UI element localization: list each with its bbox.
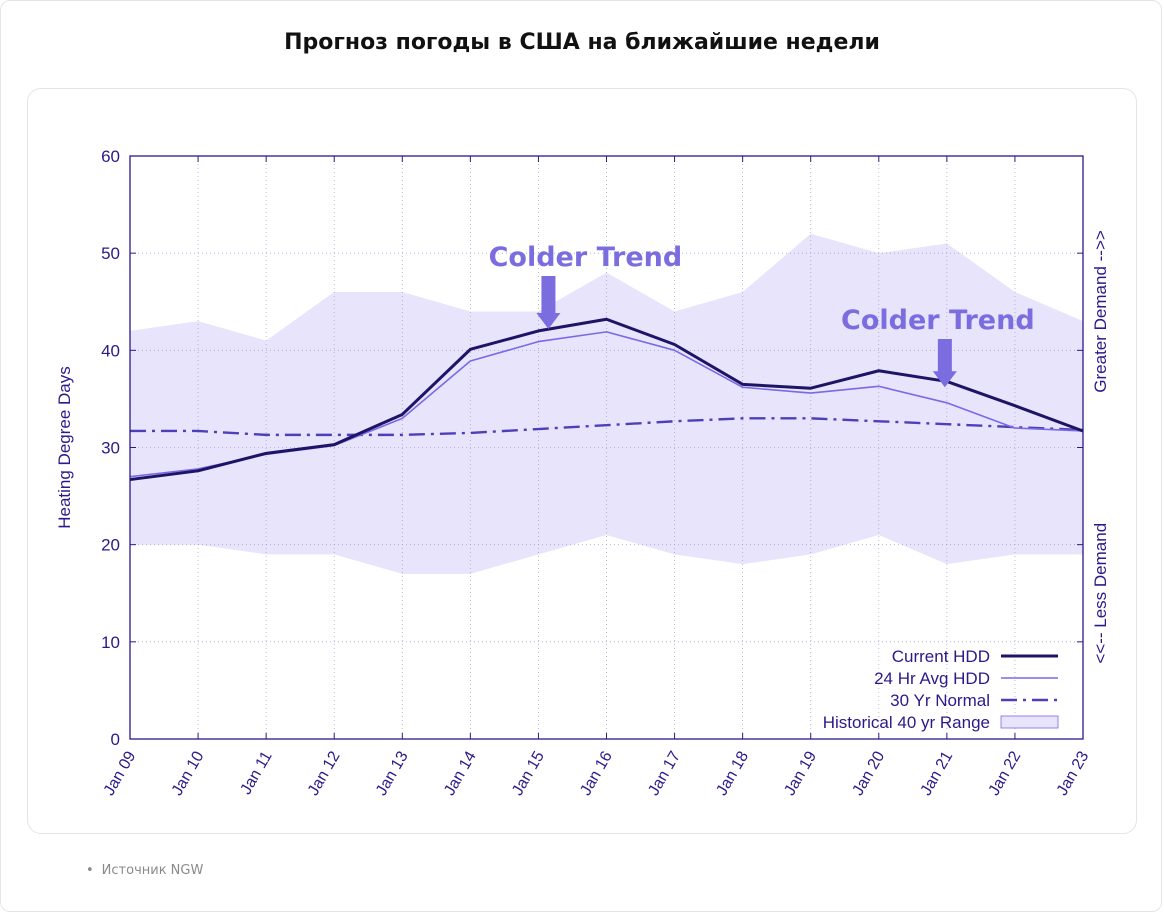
y2-axis-label-bottom: <<-- Less Demand xyxy=(1091,523,1110,664)
x-tick-label: Jan 10 xyxy=(169,748,208,798)
y-tick-label: 50 xyxy=(101,244,120,263)
x-tick-label: Jan 20 xyxy=(850,748,889,798)
legend-swatch-band xyxy=(1000,715,1059,729)
y-tick-label: 0 xyxy=(111,730,120,749)
y-tick-label: 10 xyxy=(101,633,120,652)
series-line-current-hdd xyxy=(129,317,1084,482)
y2-axis-label-top: Greater Demand -->> xyxy=(1091,230,1110,393)
y-tick-label: 40 xyxy=(101,341,120,360)
legend-label: 30 Yr Normal xyxy=(890,691,990,710)
historical-range-band xyxy=(130,233,1083,574)
legend-label: Current HDD xyxy=(892,647,990,666)
x-tick-label: Jan 12 xyxy=(305,748,344,798)
annotation-arrow xyxy=(536,276,561,329)
x-tick-label: Jan 23 xyxy=(1054,748,1093,798)
x-tick-label: Jan 16 xyxy=(577,748,616,798)
x-tick-label: Jan 09 xyxy=(101,748,140,798)
x-tick-label: Jan 18 xyxy=(713,748,752,798)
x-tick-label: Jan 22 xyxy=(986,748,1025,798)
series-line-30-yr-normal xyxy=(130,417,1084,437)
x-tick-label: Jan 11 xyxy=(237,748,275,797)
y-tick-label: 30 xyxy=(101,439,120,458)
annotation-colder-trend: Colder Trend xyxy=(841,305,1035,336)
legend-label: 24 Hr Avg HDD xyxy=(874,669,990,688)
page-title: Прогноз погоды в США на ближайшие недели xyxy=(284,30,880,55)
x-tick-label: Jan 17 xyxy=(645,748,684,798)
annotation-arrow xyxy=(932,339,957,388)
source-bullet: • xyxy=(86,863,94,878)
annotation-colder-trend: Colder Trend xyxy=(489,242,683,273)
x-tick-label: Jan 19 xyxy=(781,748,820,798)
x-tick-label: Jan 14 xyxy=(441,748,480,798)
y-axis-label: Heating Degree Days xyxy=(55,366,74,529)
source-text: Источник NGW xyxy=(101,863,204,878)
x-tick-label: Jan 21 xyxy=(918,748,957,798)
legend-label: Historical 40 yr Range xyxy=(823,713,990,732)
y-tick-label: 60 xyxy=(101,147,120,166)
x-tick-label: Jan 15 xyxy=(509,748,548,798)
source-note: • Источник NGW xyxy=(86,863,203,878)
y-tick-label: 20 xyxy=(101,536,120,555)
x-tick-label: Jan 13 xyxy=(373,748,412,798)
